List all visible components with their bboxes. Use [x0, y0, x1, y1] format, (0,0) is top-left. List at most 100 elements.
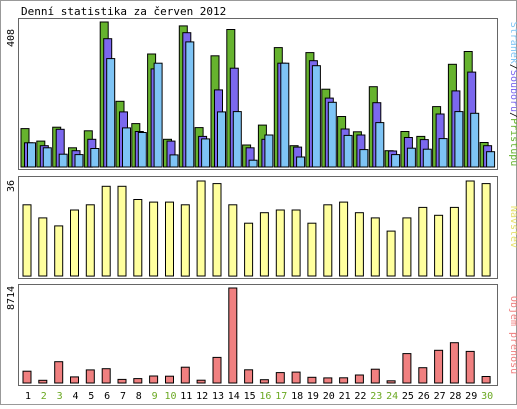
volume-bar — [402, 353, 412, 384]
day-label: 28 — [449, 391, 461, 402]
pages-bar — [406, 147, 416, 168]
day-label: 26 — [418, 391, 430, 402]
visits-bar — [228, 204, 238, 277]
volume-bar — [481, 376, 491, 384]
volume-bar — [133, 378, 143, 384]
volume-bar — [370, 368, 380, 384]
middle-panel-bars — [22, 180, 491, 277]
pages-bar — [185, 41, 195, 168]
volume-bar — [196, 379, 206, 384]
visits-bar — [434, 214, 444, 277]
visits-bar — [196, 180, 206, 277]
pages-bar — [153, 62, 163, 168]
pages-bar — [486, 151, 496, 168]
day-label: 14 — [228, 391, 240, 402]
top-panel-frame — [18, 18, 498, 170]
volume-bar — [101, 368, 111, 384]
day-label: 1 — [25, 391, 31, 402]
day-label: 3 — [57, 391, 63, 402]
pages-bar — [122, 127, 131, 168]
legend-separator: / — [508, 112, 517, 118]
day-label: 24 — [386, 391, 398, 402]
pages-bar — [248, 159, 258, 168]
volume-bar — [418, 367, 428, 384]
volume-bar — [449, 342, 459, 384]
pages-bar — [470, 112, 480, 168]
visits-bar — [307, 222, 317, 277]
visits-bar — [85, 204, 95, 277]
day-label: 29 — [465, 391, 477, 402]
day-label: 21 — [339, 391, 351, 402]
volume-bar — [149, 375, 159, 384]
volume-bar — [38, 379, 48, 384]
day-label: 15 — [244, 391, 256, 402]
visits-bar — [180, 204, 190, 277]
legend-pages: Stránek — [508, 22, 517, 64]
pages-bar — [280, 62, 290, 168]
pages-bar — [359, 149, 369, 168]
volume-bar — [354, 374, 364, 384]
visits-bar — [54, 225, 64, 277]
day-label: 18 — [291, 391, 303, 402]
pages-bar — [74, 154, 84, 168]
volume-bar — [228, 287, 238, 384]
legend-files: Souborů — [508, 70, 517, 112]
day-label: 5 — [88, 391, 94, 402]
pages-bar — [27, 142, 36, 168]
visits-bar — [339, 201, 349, 277]
volume-bar — [85, 369, 95, 384]
pages-bar — [232, 111, 242, 168]
legend-hits: Přístupů — [508, 118, 517, 166]
pages-bar — [137, 132, 147, 168]
volume-bar — [22, 370, 32, 384]
visits-bar — [165, 201, 174, 277]
day-label: 13 — [212, 391, 224, 402]
volume-bar — [212, 356, 222, 384]
middle-panel-ymax-label: 36 — [6, 180, 17, 192]
day-label: 6 — [104, 391, 110, 402]
volume-bar — [244, 369, 254, 384]
day-label: 9 — [152, 391, 158, 402]
volume-bar — [259, 379, 269, 384]
volume-bar — [386, 380, 396, 384]
visits-bar — [354, 212, 364, 277]
visits-bar — [323, 204, 333, 277]
top-panel-bars — [20, 21, 496, 168]
day-labels: 1 2 3 4 5 6 7 8 9 10 11 12 13 14 15 16 17 18 19 20 21 22 23 24 2… — [25, 391, 493, 402]
bottom-panel-bars — [22, 287, 491, 384]
visits-bar — [101, 185, 111, 277]
day-label: 11 — [180, 391, 192, 402]
visits-bar — [465, 180, 475, 277]
visits-bar — [38, 217, 48, 277]
volume-bar — [180, 366, 190, 384]
bottom-panel-legend: Objem přenosu — [508, 296, 517, 374]
pages-bar — [264, 134, 274, 168]
day-label: 12 — [196, 391, 208, 402]
visits-bar — [259, 212, 269, 277]
day-label: 20 — [323, 391, 335, 402]
visits-bar — [22, 204, 32, 277]
bottom-panel-frame — [18, 284, 498, 386]
pages-bar — [454, 111, 464, 168]
day-label: 27 — [434, 391, 446, 402]
pages-bar — [327, 101, 337, 168]
day-label: 4 — [72, 391, 78, 402]
volume-bar — [465, 350, 475, 384]
visits-bar — [370, 217, 380, 277]
volume-bar — [339, 377, 349, 384]
visits-bar — [449, 206, 459, 277]
visits-bar — [133, 199, 143, 277]
pages-bar — [296, 156, 306, 168]
volume-bar — [291, 371, 301, 384]
day-label: 16 — [259, 391, 271, 402]
pages-bar — [391, 154, 401, 168]
day-label: 2 — [41, 391, 47, 402]
visits-bar — [70, 209, 79, 277]
middle-panel-legend: Návštěv — [508, 206, 517, 248]
legend-separator: / — [508, 64, 517, 70]
day-label: 23 — [370, 391, 382, 402]
chart-title: Denní statistika za červen 2012 — [21, 5, 226, 18]
